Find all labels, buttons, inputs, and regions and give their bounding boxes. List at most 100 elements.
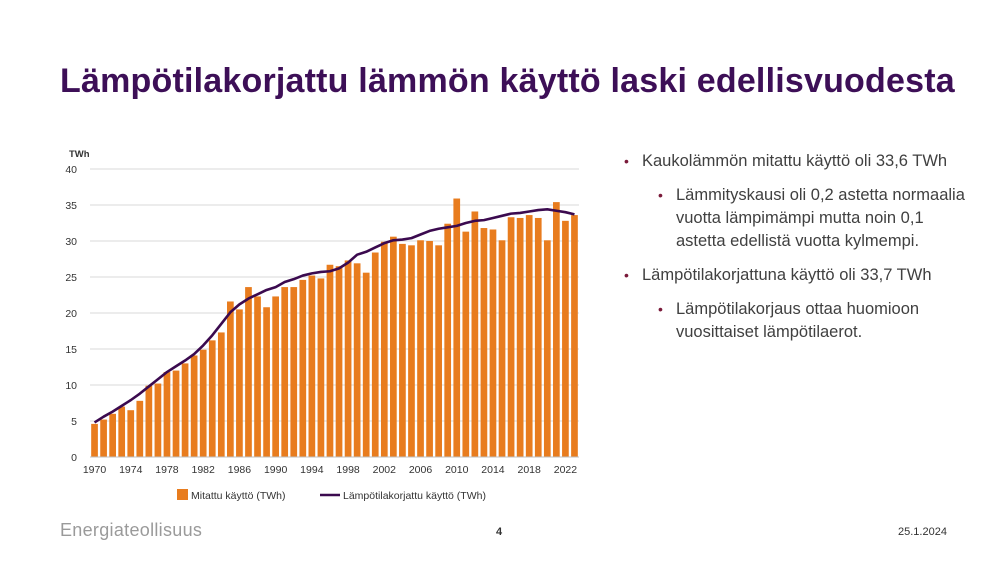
- y-tick-label: 10: [65, 380, 77, 392]
- bar: [281, 287, 289, 457]
- bar: [444, 223, 452, 457]
- bar: [525, 215, 533, 457]
- bar: [353, 263, 361, 457]
- bullet-item: • Kaukolämmön mitattu käyttö oli 33,6 TW…: [622, 150, 967, 173]
- y-tick-label: 0: [71, 452, 77, 464]
- bar: [534, 217, 542, 457]
- legend-bar-swatch: [177, 489, 188, 500]
- bullet-text: Kaukolämmön mitattu käyttö oli 33,6 TWh: [642, 152, 948, 170]
- bullet-text: Lämmityskausi oli 0,2 astetta normaalia …: [676, 186, 965, 250]
- bar: [489, 229, 497, 457]
- x-tick-label: 2018: [518, 464, 542, 476]
- bar: [399, 243, 406, 457]
- bar: [408, 245, 415, 457]
- bar: [453, 198, 461, 457]
- slide-title: Lämpötilakorjattu lämmön käyttö laski ed…: [60, 62, 955, 100]
- slide-date: 25.1.2024: [898, 526, 947, 538]
- axes: 0 5 10 15 20 25 30 35 40 1970 1974 1978 1982 1986 1990…: [65, 164, 579, 476]
- bullet-item: • Lämpötilakorjattuna käyttö oli 33,7 TW…: [622, 264, 967, 287]
- bar: [172, 370, 180, 457]
- bullet-text: Lämpötilakorjaus ottaa huomioon vuositta…: [676, 300, 920, 341]
- bar: [136, 400, 144, 457]
- x-tick-label: 2022: [554, 464, 578, 476]
- bar: [344, 260, 352, 457]
- bar: [118, 406, 126, 457]
- bar: [371, 252, 379, 457]
- bar: [263, 307, 270, 457]
- bar: [317, 278, 325, 457]
- y-tick-label: 40: [65, 164, 77, 176]
- bar: [362, 272, 370, 457]
- bar: [571, 215, 578, 457]
- bar: [471, 211, 479, 457]
- bar: [272, 296, 279, 457]
- bar: [308, 275, 316, 457]
- bar-series: [91, 198, 578, 457]
- bar: [335, 266, 343, 457]
- bar: [462, 231, 470, 457]
- x-tick-label: 1982: [192, 464, 216, 476]
- bar: [217, 332, 225, 457]
- bullet-list: • Kaukolämmön mitattu käyttö oli 33,6 TW…: [622, 150, 967, 355]
- x-tick-label: 1998: [336, 464, 360, 476]
- bar: [562, 220, 569, 457]
- x-tick-label: 1970: [83, 464, 107, 476]
- bar: [145, 385, 153, 457]
- y-tick-label: 20: [65, 308, 77, 320]
- x-tick-label: 2014: [481, 464, 505, 476]
- y-tick-label: 25: [65, 272, 77, 284]
- x-tick-label: 2002: [373, 464, 397, 476]
- x-tick-label: 2010: [445, 464, 469, 476]
- x-tick-label: 1990: [264, 464, 288, 476]
- page-number: 4: [496, 526, 503, 538]
- bar: [299, 279, 307, 457]
- bar: [236, 309, 243, 457]
- bullet-marker: •: [658, 187, 663, 203]
- legend: Mitattu käyttö (TWh) Lämpötilakorjattu k…: [177, 489, 486, 502]
- bar: [208, 340, 216, 457]
- bar: [380, 241, 388, 457]
- bar: [553, 202, 560, 457]
- x-tick-label: 1974: [119, 464, 143, 476]
- legend-bar-label: Mitattu käyttö (TWh): [191, 490, 286, 502]
- bar: [290, 287, 298, 457]
- bar: [127, 410, 135, 457]
- y-tick-label: 35: [65, 200, 77, 212]
- gridlines: [90, 168, 579, 422]
- bar: [326, 264, 334, 457]
- bar: [480, 228, 488, 457]
- x-tick-label: 2006: [409, 464, 433, 476]
- y-tick-label: 5: [71, 416, 77, 428]
- legend-line-label: Lämpötilakorjattu käyttö (TWh): [343, 490, 486, 502]
- bar: [199, 349, 207, 457]
- y-axis-label: TWh: [69, 149, 90, 160]
- bullet-item: • Lämpötilakorjaus ottaa huomioon vuosit…: [622, 298, 967, 344]
- bar: [417, 240, 424, 457]
- bullet-marker: •: [658, 301, 663, 317]
- y-tick-label: 15: [65, 344, 77, 356]
- bar: [254, 296, 261, 457]
- x-tick-label: 1994: [300, 464, 324, 476]
- bar: [181, 363, 189, 457]
- bar: [390, 236, 397, 457]
- bar: [190, 355, 198, 457]
- bar: [245, 287, 252, 457]
- bullet-marker: •: [624, 153, 629, 169]
- bar: [154, 383, 162, 457]
- bar: [227, 301, 234, 457]
- bar: [426, 241, 433, 457]
- bar: [109, 413, 116, 457]
- bar: [100, 419, 107, 457]
- line-series: [93, 208, 575, 424]
- bar: [498, 240, 506, 457]
- energy-use-chart: 0 5 10 15 20 25 30 35 40 1970 1974 1978 1982 1986 1990…: [65, 149, 579, 502]
- x-tick-label: 1978: [155, 464, 179, 476]
- series-line: [93, 208, 575, 424]
- bar: [543, 240, 551, 457]
- bar: [507, 217, 515, 457]
- bar: [435, 245, 442, 457]
- bullet-text: Lämpötilakorjattuna käyttö oli 33,7 TWh: [642, 266, 932, 284]
- bullet-item: • Lämmityskausi oli 0,2 astetta normaali…: [622, 184, 967, 253]
- bar: [163, 372, 171, 457]
- bar: [91, 423, 98, 457]
